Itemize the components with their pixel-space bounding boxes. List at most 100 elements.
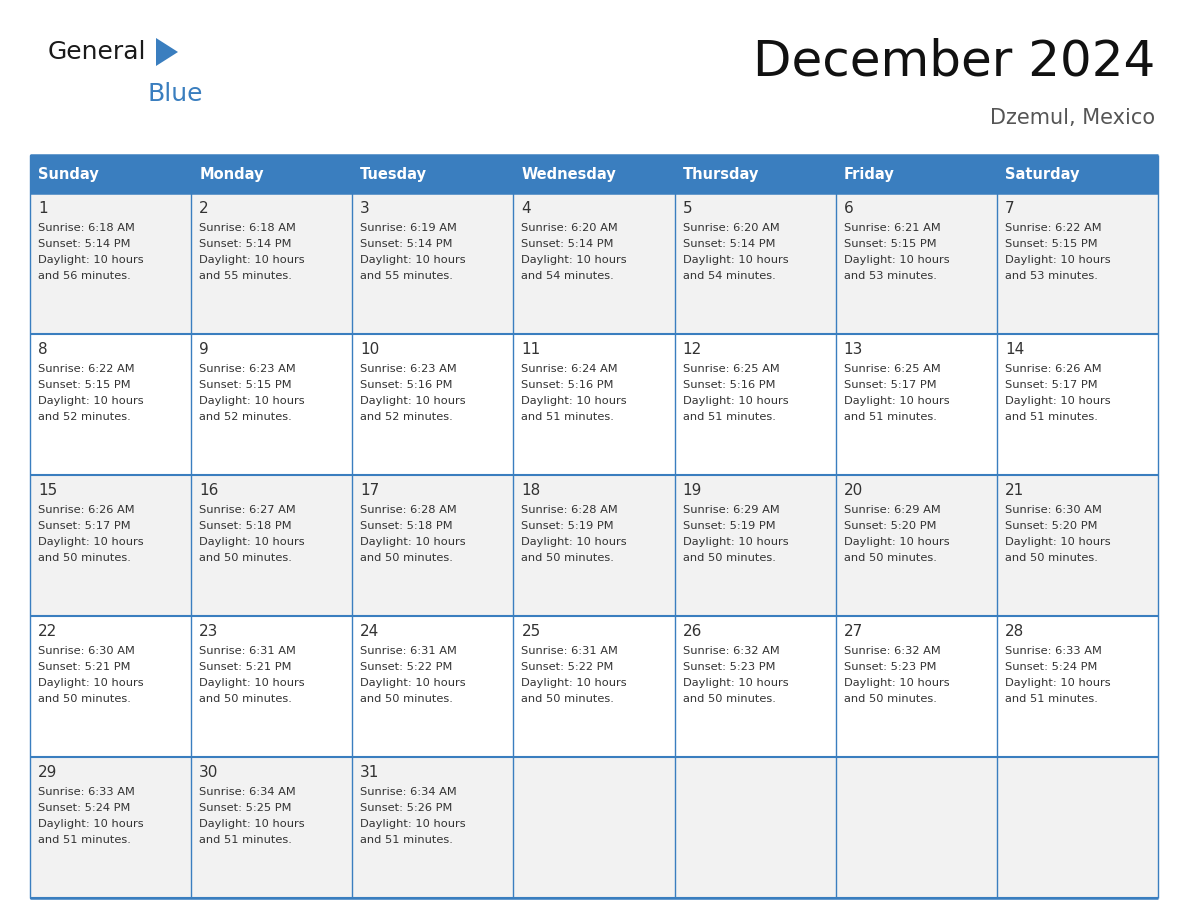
Text: Sunset: 5:20 PM: Sunset: 5:20 PM [843,521,936,531]
Text: and 50 minutes.: and 50 minutes. [38,694,131,704]
Text: and 50 minutes.: and 50 minutes. [522,553,614,563]
Text: and 50 minutes.: and 50 minutes. [360,553,453,563]
Text: Sunset: 5:19 PM: Sunset: 5:19 PM [522,521,614,531]
Text: and 50 minutes.: and 50 minutes. [200,553,292,563]
Text: Sunset: 5:14 PM: Sunset: 5:14 PM [683,239,775,249]
Text: Sunset: 5:14 PM: Sunset: 5:14 PM [360,239,453,249]
Text: and 52 minutes.: and 52 minutes. [38,412,131,422]
Text: Sunset: 5:14 PM: Sunset: 5:14 PM [522,239,614,249]
Text: and 50 minutes.: and 50 minutes. [38,553,131,563]
Text: 12: 12 [683,342,702,357]
Bar [191,155,353,193]
Text: and 55 minutes.: and 55 minutes. [360,271,453,281]
Text: Sunrise: 6:20 AM: Sunrise: 6:20 AM [522,223,618,233]
Text: Dzemul, Mexico: Dzemul, Mexico [990,108,1155,128]
Text: Sunrise: 6:25 AM: Sunrise: 6:25 AM [843,364,941,374]
Text: 10: 10 [360,342,379,357]
Text: 19: 19 [683,483,702,498]
Text: 11: 11 [522,342,541,357]
Text: General: General [48,40,146,64]
Text: December 2024: December 2024 [753,38,1155,86]
Text: Tuesday: Tuesday [360,166,428,182]
Text: Sunrise: 6:19 AM: Sunrise: 6:19 AM [360,223,457,233]
Text: Daylight: 10 hours: Daylight: 10 hours [360,678,466,688]
Text: and 50 minutes.: and 50 minutes. [360,694,453,704]
Text: and 55 minutes.: and 55 minutes. [200,271,292,281]
Text: 4: 4 [522,201,531,216]
Text: Daylight: 10 hours: Daylight: 10 hours [683,255,788,265]
Text: Sunrise: 6:34 AM: Sunrise: 6:34 AM [360,787,457,797]
Text: Monday: Monday [200,166,264,182]
Text: Wednesday: Wednesday [522,166,617,182]
Text: Sunrise: 6:23 AM: Sunrise: 6:23 AM [200,364,296,374]
Text: Sunrise: 6:25 AM: Sunrise: 6:25 AM [683,364,779,374]
Text: Sunrise: 6:28 AM: Sunrise: 6:28 AM [522,505,618,515]
Text: 25: 25 [522,624,541,639]
Text: and 50 minutes.: and 50 minutes. [843,553,936,563]
Text: and 51 minutes.: and 51 minutes. [522,412,614,422]
Text: 16: 16 [200,483,219,498]
Text: Daylight: 10 hours: Daylight: 10 hours [683,537,788,547]
Text: Sunset: 5:25 PM: Sunset: 5:25 PM [200,803,291,813]
Text: Daylight: 10 hours: Daylight: 10 hours [200,819,305,829]
Text: 30: 30 [200,765,219,780]
Text: and 50 minutes.: and 50 minutes. [200,694,292,704]
Bar [997,155,1158,193]
Text: 1: 1 [38,201,48,216]
Text: Saturday: Saturday [1005,166,1080,182]
Text: Daylight: 10 hours: Daylight: 10 hours [683,396,788,406]
Text: Daylight: 10 hours: Daylight: 10 hours [843,537,949,547]
Text: Sunset: 5:21 PM: Sunset: 5:21 PM [200,662,291,672]
Text: and 50 minutes.: and 50 minutes. [683,553,776,563]
Text: Daylight: 10 hours: Daylight: 10 hours [38,819,144,829]
Text: Sunrise: 6:31 AM: Sunrise: 6:31 AM [200,646,296,656]
Bar [835,155,997,193]
Text: Sunset: 5:21 PM: Sunset: 5:21 PM [38,662,131,672]
Text: Daylight: 10 hours: Daylight: 10 hours [38,255,144,265]
Text: Sunrise: 6:26 AM: Sunrise: 6:26 AM [38,505,134,515]
Text: and 50 minutes.: and 50 minutes. [1005,553,1098,563]
Text: Sunset: 5:17 PM: Sunset: 5:17 PM [843,380,936,390]
Text: and 52 minutes.: and 52 minutes. [200,412,292,422]
Text: Sunrise: 6:32 AM: Sunrise: 6:32 AM [843,646,941,656]
Text: 13: 13 [843,342,864,357]
Text: Daylight: 10 hours: Daylight: 10 hours [38,396,144,406]
Bar [353,155,513,193]
Text: Sunset: 5:17 PM: Sunset: 5:17 PM [38,521,131,531]
Text: and 51 minutes.: and 51 minutes. [683,412,776,422]
Text: and 51 minutes.: and 51 minutes. [38,835,131,845]
Text: 24: 24 [360,624,379,639]
Text: Daylight: 10 hours: Daylight: 10 hours [1005,678,1111,688]
Text: Sunrise: 6:26 AM: Sunrise: 6:26 AM [1005,364,1101,374]
Text: Daylight: 10 hours: Daylight: 10 hours [1005,537,1111,547]
Text: Sunrise: 6:31 AM: Sunrise: 6:31 AM [360,646,457,656]
Text: Sunrise: 6:31 AM: Sunrise: 6:31 AM [522,646,618,656]
Polygon shape [156,38,178,66]
Text: 7: 7 [1005,201,1015,216]
Text: 8: 8 [38,342,48,357]
Text: Thursday: Thursday [683,166,759,182]
Bar [30,193,1158,334]
Text: and 52 minutes.: and 52 minutes. [360,412,453,422]
Text: Daylight: 10 hours: Daylight: 10 hours [38,678,144,688]
Text: Daylight: 10 hours: Daylight: 10 hours [522,255,627,265]
Text: Daylight: 10 hours: Daylight: 10 hours [200,255,305,265]
Text: Sunset: 5:23 PM: Sunset: 5:23 PM [843,662,936,672]
Bar [30,475,1158,616]
Text: and 53 minutes.: and 53 minutes. [843,271,936,281]
Text: 5: 5 [683,201,693,216]
Text: 6: 6 [843,201,853,216]
Text: Sunrise: 6:22 AM: Sunrise: 6:22 AM [38,364,134,374]
Bar [30,334,1158,475]
Text: Sunset: 5:24 PM: Sunset: 5:24 PM [1005,662,1098,672]
Text: Sunrise: 6:33 AM: Sunrise: 6:33 AM [1005,646,1101,656]
Text: 15: 15 [38,483,57,498]
Text: Sunset: 5:15 PM: Sunset: 5:15 PM [38,380,131,390]
Bar [30,757,1158,898]
Text: Daylight: 10 hours: Daylight: 10 hours [200,537,305,547]
Text: Sunset: 5:22 PM: Sunset: 5:22 PM [522,662,614,672]
Text: Sunrise: 6:22 AM: Sunrise: 6:22 AM [1005,223,1101,233]
Text: Daylight: 10 hours: Daylight: 10 hours [522,396,627,406]
Text: Daylight: 10 hours: Daylight: 10 hours [843,396,949,406]
Text: 20: 20 [843,483,862,498]
